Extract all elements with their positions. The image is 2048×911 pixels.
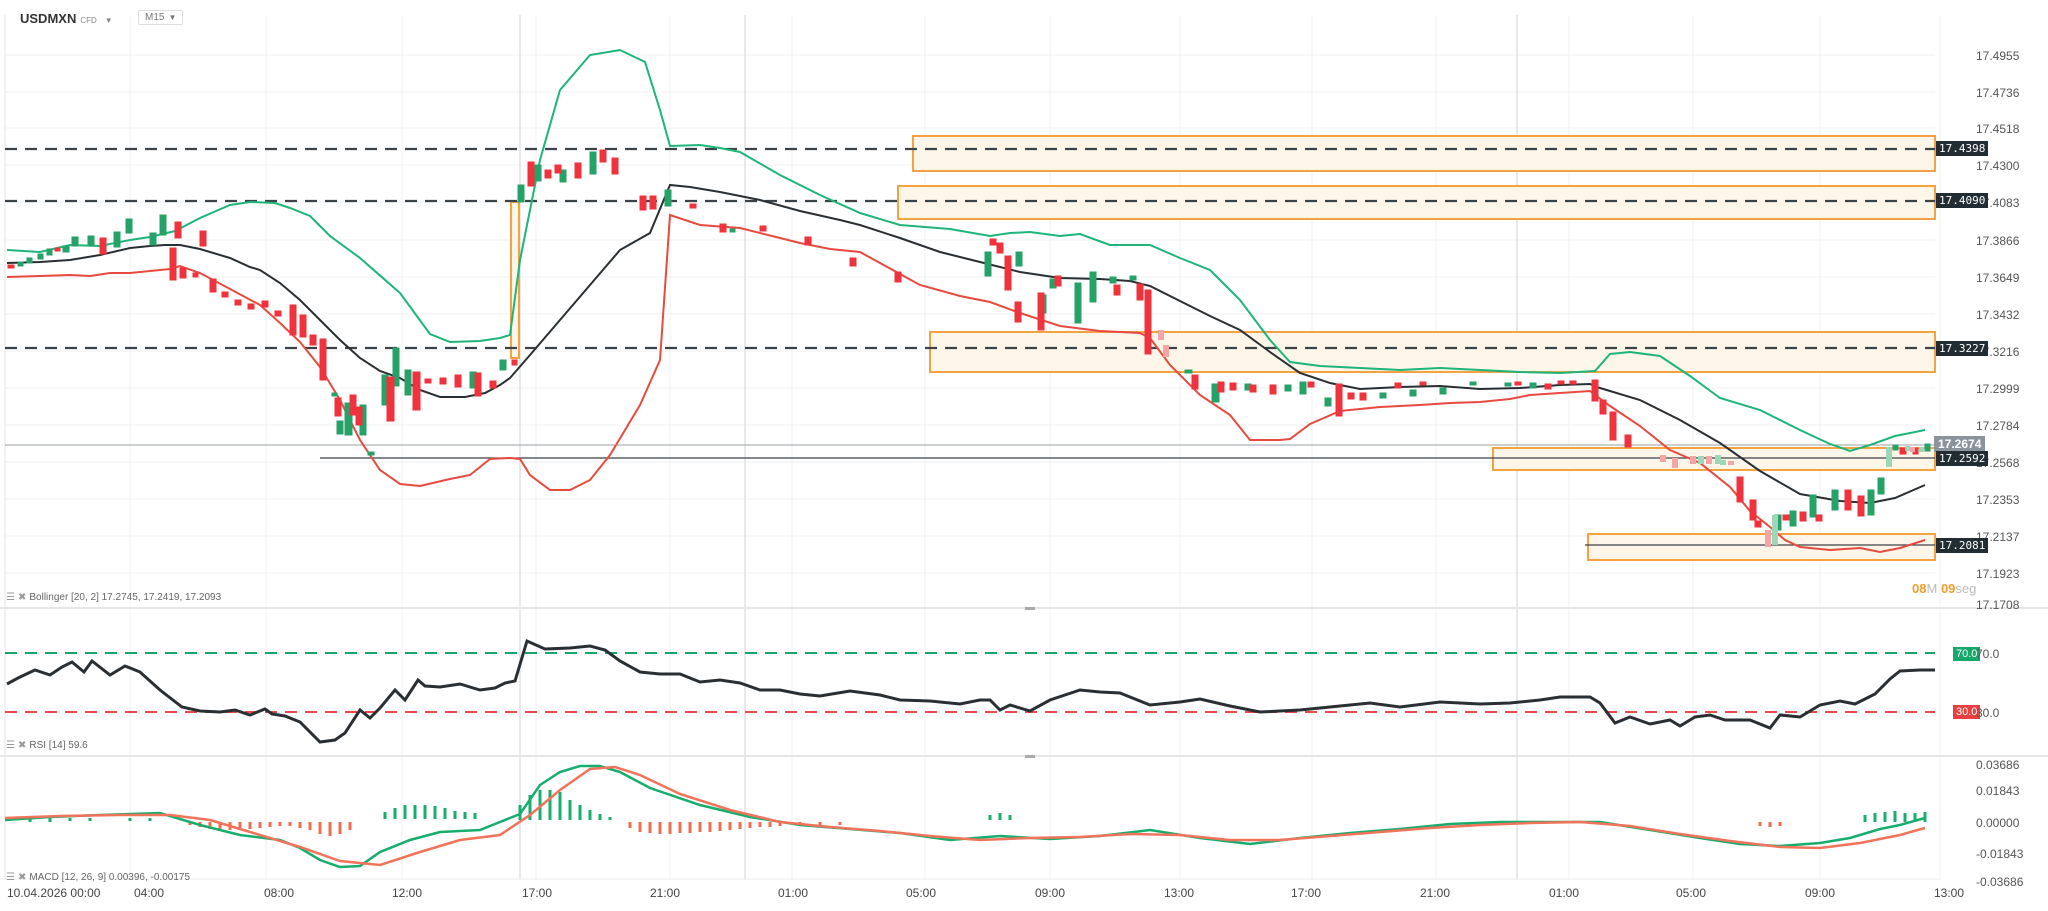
countdown-seconds: 09 [1940,581,1956,596]
price-tick: 17.3649 [1976,271,2020,285]
macd-line [4,764,1926,869]
settings-icon[interactable]: ☰ [6,592,15,603]
rsi-tick: 30.0 [1976,706,2000,720]
level-lines[interactable] [5,147,1935,350]
close-icon[interactable]: ✖ [17,592,27,603]
signal-line [4,765,1926,867]
price-tick: 17.3866 [1976,234,2020,248]
macd-tick: -0.01843 [1976,847,2024,861]
candles [7,149,1931,547]
time-tick: 09:00 [1805,886,1836,900]
price-tick: 17.3432 [1976,308,2020,322]
chevron-down-icon: ▼ [168,13,177,22]
zones[interactable] [510,135,1936,561]
seconds-unit: seg [1955,581,1977,596]
macd-tick: 0.03686 [1976,758,2020,772]
rsi-legend-text: RSI [14] 59.6 [29,740,88,751]
level-tag[interactable]: 17.3227 [1936,341,1989,356]
chart-header: USDMXN CFD ▼ M15 ▼ [0,0,2048,36]
level-tag[interactable]: 17.2081 [1936,538,1989,553]
time-tick: 17:00 [522,886,553,900]
macd-legend[interactable]: ☰ ✖ MACD [12, 26, 9] 0.00396, -0.00175 [6,872,190,883]
timeframe-label: M15 [145,12,165,23]
minutes-unit: M [1926,581,1938,596]
macd-legend-text: MACD [12, 26, 9] 0.00396, -0.00175 [29,872,191,883]
current-price-tag: 17.2674 [1934,436,1986,452]
time-tick: 21:00 [1420,886,1451,900]
bollinger-legend-text: Bollinger [20, 2] 17.2745, 17.2419, 17.2… [29,592,222,603]
macd-tick: -0.03686 [1976,875,2024,889]
rsi-legend[interactable]: ☰ ✖ RSI [14] 59.6 [6,740,88,751]
grid [5,15,1941,880]
symbol-name: USDMXN [20,11,77,26]
close-icon[interactable]: ✖ [17,872,27,883]
time-tick: 08:00 [264,886,295,900]
level-tag[interactable]: 17.2592 [1936,451,1989,466]
instrument-type: CFD [80,16,97,25]
price-tick: 17.4736 [1976,86,2020,100]
bollinger-lower [6,213,1926,554]
time-tick: 13:00 [1934,886,1965,900]
macd-tick: 0.00000 [1976,816,2020,830]
rsi-line [6,638,1935,744]
time-tick: 12:00 [392,886,423,900]
macd-histogram [28,790,1927,836]
macd-tick: 0.01843 [1976,784,2020,798]
resize-handle[interactable] [1025,607,1035,610]
time-tick: 17:00 [1291,886,1322,900]
timeframe-selector[interactable]: M15 ▼ [138,10,184,25]
time-tick: 13:00 [1164,886,1195,900]
countdown-minutes: 08 [1912,581,1927,596]
rsi-oversold-tag: 30.0 [1953,705,1981,719]
price-tick: 17.4518 [1976,122,2020,136]
rsi-tick: 70.0 [1976,647,2000,661]
level-tag[interactable]: 17.4398 [1936,141,1989,156]
time-tick: 05:00 [1676,886,1707,900]
candle-countdown: 08M 09seg [1912,581,1976,596]
price-tick: 17.2353 [1976,493,2020,507]
time-tick: 01:00 [1549,886,1580,900]
settings-icon[interactable]: ☰ [6,872,15,883]
time-tick: 04:00 [134,886,165,900]
settings-icon[interactable]: ☰ [6,740,15,751]
symbol-selector[interactable]: USDMXN CFD ▼ [20,11,113,26]
chevron-down-icon: ▼ [104,16,113,25]
price-tick: 17.2784 [1976,419,2020,433]
bollinger-upper [6,48,1926,453]
time-tick: 01:00 [778,886,809,900]
time-tick: 05:00 [906,886,937,900]
price-tick: 17.1923 [1976,567,2020,581]
level-tag[interactable]: 17.4090 [1936,193,1989,208]
resize-handle[interactable] [1025,755,1035,758]
time-tick: 09:00 [1035,886,1066,900]
bollinger-middle [6,183,1926,505]
time-tick: 10.04.2026 00:00 [7,886,101,900]
price-tick: 17.4955 [1976,49,2020,63]
price-tick: 17.4300 [1976,159,2020,173]
price-tick: 17.1708 [1976,598,2020,612]
bollinger-legend[interactable]: ☰ ✖ Bollinger [20, 2] 17.2745, 17.2419, 17… [6,592,221,603]
rsi-overbought-tag: 70.0 [1953,647,1981,661]
price-tick: 17.2999 [1976,382,2020,396]
time-tick: 21:00 [650,886,681,900]
close-icon[interactable]: ✖ [17,740,27,751]
